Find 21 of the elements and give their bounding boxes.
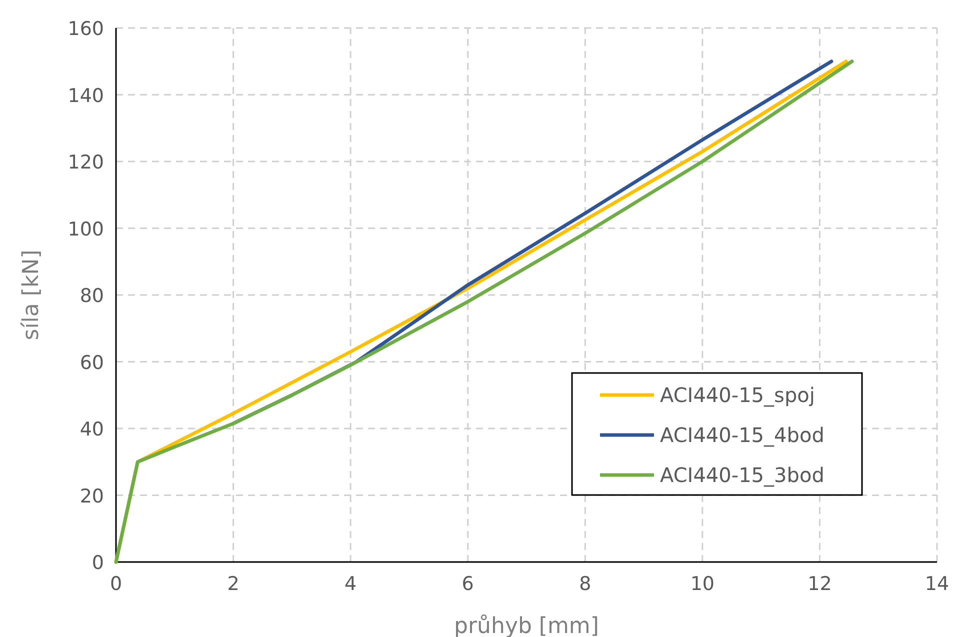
- y-tick-label: 140: [68, 84, 104, 107]
- y-tick-label: 20: [80, 485, 104, 508]
- y-tick-label: 80: [80, 285, 104, 307]
- y-tick-label: 100: [68, 218, 104, 240]
- y-tick-label: 0: [92, 552, 104, 574]
- y-tick-label: 40: [80, 418, 104, 440]
- x-tick-label: 6: [462, 573, 474, 595]
- x-tick-label: 4: [344, 573, 357, 595]
- legend-label: ACI440-15_3bod: [660, 463, 824, 487]
- y-tick-label: 60: [80, 352, 104, 374]
- x-tick-label: 8: [579, 573, 592, 595]
- x-tick-label: 14: [924, 573, 950, 595]
- x-tick-label: 12: [808, 573, 832, 595]
- x-tick-label: 0: [110, 573, 122, 595]
- y-tick-label: 160: [68, 18, 104, 40]
- y-axis-title: síla [kN]: [19, 250, 44, 340]
- y-tick-label: 120: [68, 152, 104, 174]
- x-tick-label: 10: [690, 573, 715, 595]
- legend-label: ACI440-15_4bod: [660, 423, 824, 447]
- x-tick-label: 2: [227, 573, 240, 595]
- legend-label: ACI440-15_spoj: [660, 383, 815, 407]
